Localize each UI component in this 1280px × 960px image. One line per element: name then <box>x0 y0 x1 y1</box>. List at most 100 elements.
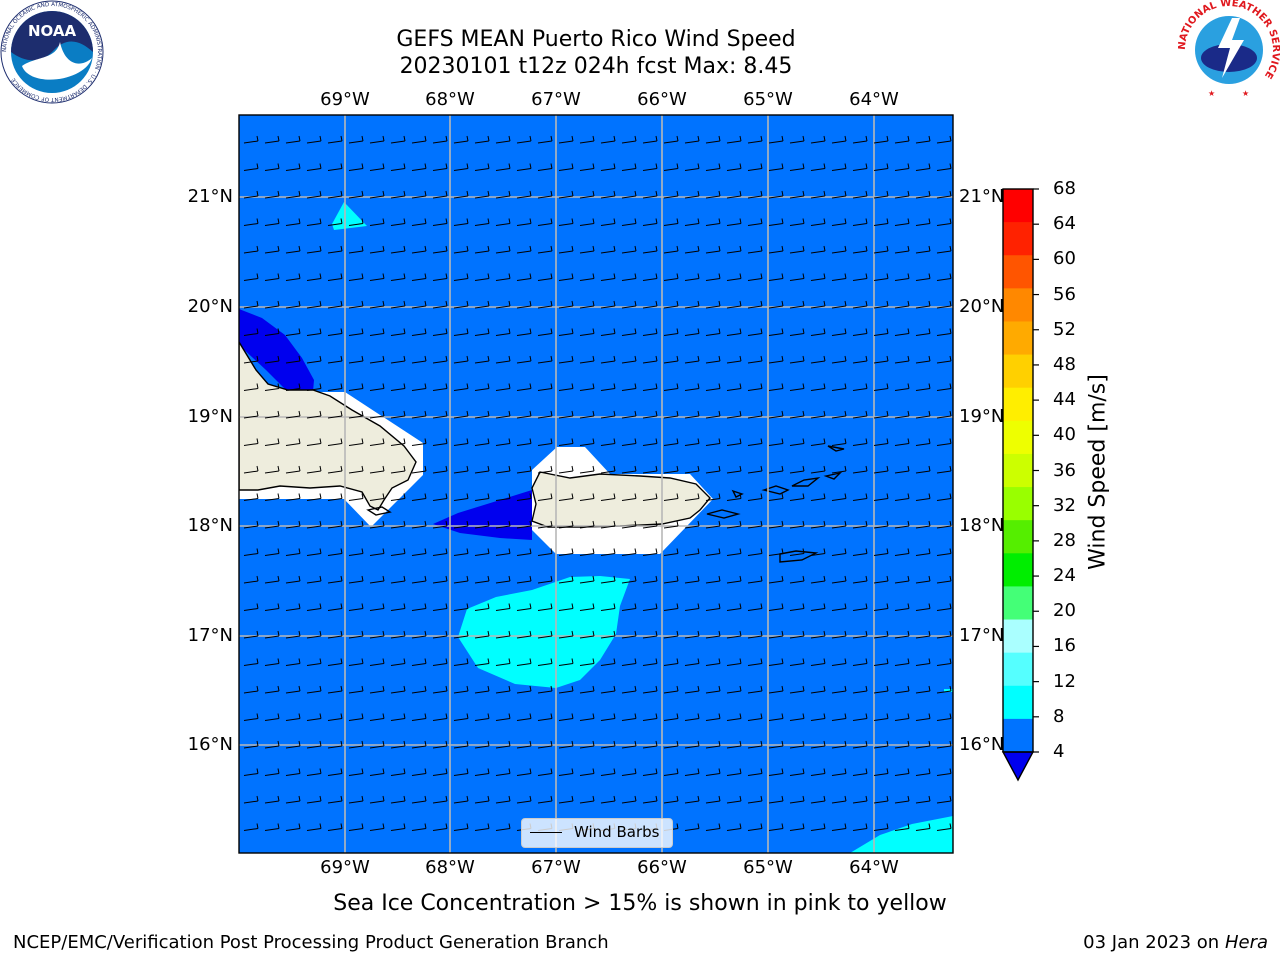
wind-barb <box>348 575 364 584</box>
wind-barb <box>810 190 826 199</box>
wind-barb <box>726 190 742 199</box>
wind-barb <box>390 328 406 336</box>
wind-barb <box>705 273 721 281</box>
wind-barb <box>726 465 742 474</box>
wind-barb <box>432 630 448 639</box>
wind-barb <box>495 465 511 474</box>
wind-barb <box>852 603 868 611</box>
wind-barb <box>705 768 721 776</box>
wind-barb <box>516 603 532 611</box>
wind-barb <box>264 603 280 611</box>
wind-barb <box>873 355 889 364</box>
wind-barb <box>600 795 616 804</box>
wind-barb <box>747 245 763 254</box>
wind-barb <box>663 383 679 391</box>
wind-barb <box>285 273 301 281</box>
wind-barb <box>327 823 343 831</box>
wind-barb <box>810 603 826 611</box>
wind-barb <box>474 438 490 446</box>
wind-barb <box>810 795 826 804</box>
wind-barb <box>285 410 301 419</box>
wind-barb <box>495 768 511 776</box>
wind-barb <box>474 630 490 639</box>
wind-barb <box>264 630 280 639</box>
wind-barb <box>264 465 280 474</box>
wind-barb <box>558 548 574 556</box>
wind-barb <box>663 218 679 226</box>
colorbar-segment <box>1003 718 1033 753</box>
wind-barb <box>810 245 826 254</box>
wind-barb <box>642 630 658 639</box>
lat-label-left: 21°N <box>187 186 233 207</box>
wind-barb <box>810 465 826 474</box>
wind-barb <box>852 465 868 474</box>
wind-barb <box>432 603 448 611</box>
wind-barb <box>348 795 364 804</box>
wind-barb <box>894 548 910 556</box>
wind-barb <box>915 520 931 529</box>
footer-date-text: 03 Jan 2023 on <box>1083 932 1225 953</box>
wind-barb <box>894 273 910 281</box>
wind-barb <box>264 520 280 529</box>
wind-barb <box>684 135 700 144</box>
wind-barb <box>474 658 490 666</box>
wind-barb <box>264 245 280 254</box>
wind-barb <box>243 548 259 556</box>
wind-barb <box>726 575 742 584</box>
wind-barb <box>369 410 385 419</box>
wind-barb <box>558 218 574 226</box>
wind-barb <box>768 520 784 529</box>
wind-barb <box>810 740 826 749</box>
colorbar-tick-label: 48 <box>1053 353 1076 375</box>
wind-barb <box>768 328 784 336</box>
wind-barb <box>369 768 385 776</box>
wind-barb <box>789 355 805 364</box>
wind-barb <box>579 520 595 529</box>
wind-barb <box>726 218 742 226</box>
wind-barb <box>579 355 595 364</box>
wind-barb <box>726 273 742 281</box>
wind-barb <box>306 575 322 584</box>
wind-barb <box>558 383 574 391</box>
wind-barb <box>516 795 532 804</box>
wind-barb <box>915 658 931 666</box>
wind-barb <box>600 465 616 474</box>
wind-barb <box>264 768 280 776</box>
wind-barb <box>684 328 700 336</box>
wind-barb <box>621 493 637 501</box>
wind-barb <box>705 410 721 419</box>
wind-barb <box>411 493 427 501</box>
wind-barb <box>453 603 469 611</box>
wind-barb <box>705 190 721 199</box>
wind-barb <box>705 713 721 721</box>
wind-barb <box>831 218 847 226</box>
wind-barb <box>390 355 406 364</box>
wind-barb <box>873 740 889 749</box>
wind-barb <box>537 630 553 639</box>
wind-barb <box>327 218 343 226</box>
wind-barb <box>684 768 700 776</box>
wind-barb <box>327 630 343 639</box>
wind-barb <box>348 685 364 694</box>
wind-barb <box>915 768 931 776</box>
colorbar-tick-label: 28 <box>1053 529 1076 551</box>
wind-barb <box>810 575 826 584</box>
wind-barb <box>369 740 385 749</box>
wind-barb <box>558 190 574 199</box>
wind-barb <box>684 493 700 501</box>
wind-barb <box>264 273 280 281</box>
wind-barb <box>936 190 952 199</box>
wind-barb <box>432 383 448 391</box>
wind-barb <box>306 438 322 446</box>
wind-barb <box>411 218 427 226</box>
wind-barb <box>306 410 322 419</box>
wind-barb <box>810 823 826 831</box>
lat-label-right: 18°N <box>959 515 1005 536</box>
wind-barb <box>600 328 616 336</box>
wind-barb <box>516 768 532 776</box>
wind-barb <box>621 218 637 226</box>
wind-barb <box>768 575 784 584</box>
wind-barb <box>474 603 490 611</box>
colorbar-tick-label: 44 <box>1053 389 1076 411</box>
wind-barb <box>831 740 847 749</box>
